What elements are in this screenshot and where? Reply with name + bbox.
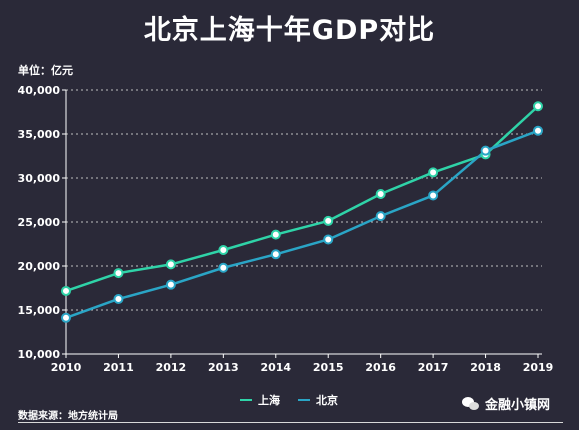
grid-lines [66, 89, 542, 311]
data-point [428, 167, 439, 178]
data-point [375, 211, 386, 222]
data-point [270, 249, 281, 260]
chart-title: 北京上海十年GDP对比 [143, 15, 436, 46]
x-tick-label: 2012 [156, 361, 187, 374]
x-tick-labels: 2010 2011 2012 2013 2014 2015 2016 2017 2018 2019 [51, 361, 554, 374]
data-source: 数据来源：地方统计局 [18, 411, 118, 422]
x-tick-label: 2019 [523, 361, 554, 374]
x-tick-label: 2014 [260, 361, 291, 374]
data-point [375, 189, 386, 200]
data-point [113, 293, 124, 304]
x-tick-label: 2011 [103, 361, 134, 374]
data-point [165, 279, 176, 290]
data-point [323, 215, 334, 226]
legend-swatch [240, 399, 252, 401]
y-tick-label: 15,000 [18, 304, 61, 317]
legend: 上海 北京 [240, 392, 338, 408]
y-tick-label: 35,000 [18, 128, 61, 141]
data-point [113, 268, 124, 279]
legend-item-beijing: 北京 [298, 392, 338, 408]
data-point [480, 145, 491, 156]
data-point [61, 285, 71, 296]
series-lines [65, 105, 539, 319]
unit-label: 单位：亿元 [18, 64, 73, 77]
x-tick-label: 2015 [313, 361, 344, 374]
x-tick-label: 2016 [365, 361, 396, 374]
series-points [61, 101, 543, 323]
series-line-beijing [65, 129, 539, 319]
x-tick-label: 2010 [51, 361, 82, 374]
data-point [218, 262, 229, 273]
watermark-text: 金融小镇网 [485, 398, 551, 413]
legend-item-shanghai: 上海 [240, 392, 280, 408]
y-tick-label: 20,000 [18, 260, 61, 273]
data-point [533, 125, 543, 136]
y-tick-labels: 10,000 15,000 20,000 25,000 30,000 35,000 40,0… [18, 84, 61, 361]
y-tick-label: 10,000 [18, 348, 61, 361]
wechat-icon [462, 396, 480, 411]
axes [62, 89, 542, 358]
legend-label: 北京 [316, 394, 338, 407]
data-point [533, 101, 543, 112]
y-tick-label: 30,000 [18, 172, 61, 185]
x-tick-label: 2017 [418, 361, 449, 374]
y-tick-label: 25,000 [18, 216, 61, 229]
series-line-shanghai [65, 105, 539, 293]
data-point [218, 245, 229, 256]
data-point [165, 259, 176, 270]
data-point [323, 234, 334, 245]
watermark: 金融小镇网 [462, 394, 550, 413]
x-tick-label: 2013 [208, 361, 239, 374]
data-point [270, 229, 281, 240]
data-point [61, 312, 71, 323]
y-tick-label: 40,000 [18, 84, 61, 97]
legend-swatch [298, 399, 310, 401]
legend-label: 上海 [258, 394, 280, 407]
data-point [428, 190, 439, 201]
footer-divider [18, 422, 563, 423]
x-tick-label: 2018 [470, 361, 501, 374]
